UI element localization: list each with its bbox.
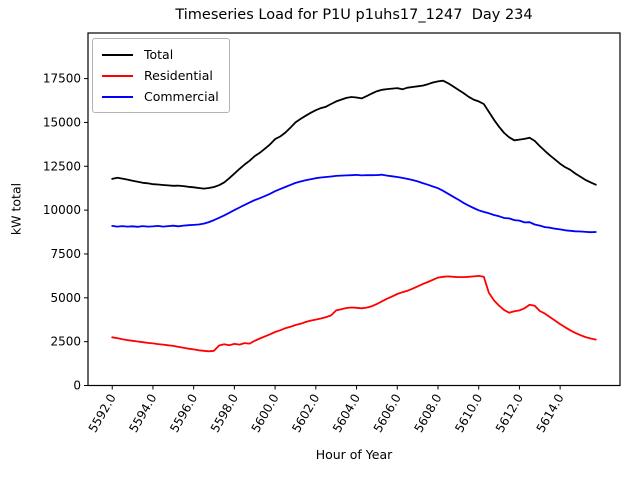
legend-label-commercial: Commercial [144, 89, 219, 104]
chart-title: Timeseries Load for P1U p1uhs17_1247 Day… [175, 7, 533, 23]
legend-label-total: Total [144, 47, 174, 62]
axes-frame [87, 32, 621, 387]
commercial-line-swatch [102, 95, 133, 98]
x-tick-label: 5592.0 [86, 392, 119, 435]
residential-line-swatch [102, 74, 133, 77]
x-tick-label: 5600.0 [249, 392, 282, 435]
x-tick-label: 5604.0 [330, 392, 363, 435]
y-tick-label: 5000 [50, 291, 81, 305]
y-tick-label: 15000 [43, 115, 81, 129]
x-tick-label: 5608.0 [411, 392, 444, 435]
series-line-commercial [111, 173, 597, 234]
y-axis-label: kW total [8, 182, 24, 236]
x-tick-label: 5606.0 [371, 392, 404, 435]
y-tick-label: 7500 [50, 247, 81, 261]
series-line-total [111, 79, 597, 190]
x-tick-label: 5614.0 [534, 392, 567, 435]
legend-item-total: Total [102, 44, 219, 65]
y-tick-label: 0 [73, 379, 81, 393]
x-tick-label: 5612.0 [493, 392, 526, 435]
series-line-residential [111, 274, 597, 353]
legend-label-residential: Residential [144, 68, 213, 83]
y-tick-label: 17500 [43, 72, 81, 86]
y-tick-label: 12500 [43, 159, 81, 173]
x-tick-label: 5594.0 [126, 392, 159, 435]
legend-item-residential: Residential [102, 65, 219, 86]
x-tick-label: 5596.0 [167, 392, 200, 435]
y-tick-label: 2500 [50, 335, 81, 349]
y-tick-label: 10000 [43, 203, 81, 217]
x-tick-label: 5598.0 [208, 392, 241, 435]
legend-item-commercial: Commercial [102, 86, 219, 107]
legend: Total Residential Commercial [92, 38, 230, 113]
total-line-swatch [102, 53, 133, 56]
x-tick-label: 5602.0 [289, 392, 322, 435]
x-axis-label: Hour of Year [315, 447, 393, 462]
x-tick-label: 5610.0 [452, 392, 485, 435]
